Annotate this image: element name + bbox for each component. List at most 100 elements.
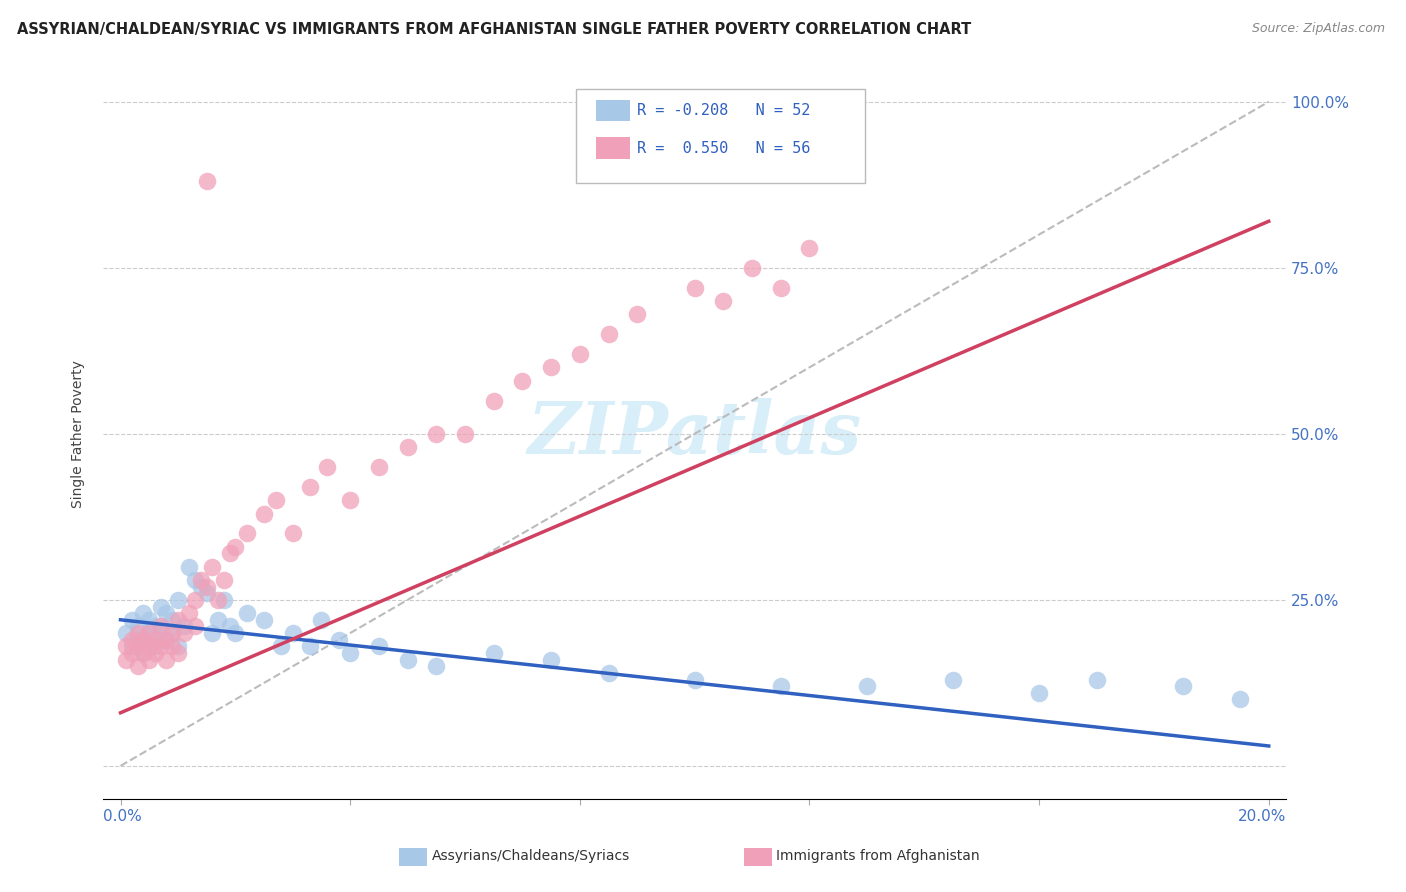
Point (769, 679, 792, 693)
Point (270, 640, 292, 654)
Point (184, 573, 207, 587)
Point (212, 573, 235, 587)
Text: ZIPatlas: ZIPatlas (527, 399, 862, 469)
Point (799, 241, 821, 255)
Point (155, 632, 177, 647)
Point (132, 606, 155, 620)
Point (281, 626, 304, 640)
Point (143, 640, 166, 654)
Point (1171, 679, 1194, 693)
Point (298, 480, 321, 494)
Text: Assyrians/Chaldeans/Syriacs: Assyrians/Chaldeans/Syriacs (432, 849, 630, 863)
Point (149, 619, 172, 633)
Point (218, 619, 240, 633)
Point (711, 293, 734, 308)
Point (201, 559, 224, 574)
Point (149, 626, 172, 640)
Point (121, 640, 143, 654)
Point (160, 626, 183, 640)
Point (236, 526, 259, 541)
Point (328, 632, 350, 647)
Text: ASSYRIAN/CHALDEAN/SYRIAC VS IMMIGRANTS FROM AFGHANISTAN SINGLE FATHER POVERTY CO: ASSYRIAN/CHALDEAN/SYRIAC VS IMMIGRANTS F… (17, 22, 972, 37)
Point (160, 613, 183, 627)
Point (367, 640, 389, 654)
Point (264, 493, 287, 508)
Point (683, 281, 706, 295)
Point (127, 640, 149, 654)
Point (1028, 686, 1050, 700)
Point (115, 653, 138, 667)
Point (236, 606, 259, 620)
Point (121, 613, 143, 627)
Point (568, 347, 591, 361)
Point (224, 626, 246, 640)
Point (173, 626, 195, 640)
Point (143, 646, 166, 660)
Point (316, 460, 339, 475)
Text: R = -0.208   N = 52: R = -0.208 N = 52 (637, 103, 810, 118)
Point (160, 640, 183, 654)
Point (132, 646, 155, 660)
Point (942, 673, 965, 687)
Point (121, 646, 143, 660)
Point (138, 653, 160, 667)
Point (138, 626, 160, 640)
Point (540, 360, 562, 375)
Point (155, 606, 177, 620)
Point (1085, 673, 1108, 687)
Point (683, 673, 706, 687)
Point (127, 619, 149, 633)
Point (184, 592, 207, 607)
Point (190, 580, 212, 594)
Point (482, 393, 505, 408)
Text: Immigrants from Afghanistan: Immigrants from Afghanistan (776, 849, 980, 863)
Point (132, 632, 155, 647)
Point (195, 586, 218, 600)
Point (540, 653, 562, 667)
Point (195, 580, 218, 594)
Point (482, 646, 505, 660)
Text: 20.0%: 20.0% (1237, 809, 1286, 824)
Point (132, 646, 155, 660)
Point (127, 632, 149, 647)
Point (138, 626, 160, 640)
Point (207, 592, 229, 607)
Point (598, 327, 620, 342)
Point (212, 592, 235, 607)
Point (167, 592, 190, 607)
Point (115, 626, 138, 640)
Point (425, 426, 447, 441)
Point (149, 640, 172, 654)
Point (339, 646, 361, 660)
Point (626, 307, 648, 321)
Point (143, 619, 166, 633)
Point (598, 665, 620, 680)
Point (253, 507, 276, 521)
Point (512, 374, 534, 388)
Point (149, 599, 172, 614)
Text: R =  0.550   N = 56: R = 0.550 N = 56 (637, 141, 810, 155)
Point (127, 659, 149, 673)
Point (339, 493, 361, 508)
Point (195, 174, 218, 188)
Point (184, 619, 207, 633)
Point (856, 679, 879, 693)
Point (167, 613, 190, 627)
Point (396, 440, 419, 454)
Point (138, 640, 160, 654)
Point (173, 619, 195, 633)
Point (155, 632, 177, 647)
Point (769, 281, 792, 295)
Point (253, 613, 276, 627)
Point (138, 632, 160, 647)
Point (1229, 692, 1251, 706)
Point (396, 653, 419, 667)
Point (160, 626, 183, 640)
Point (425, 659, 447, 673)
Point (115, 640, 138, 654)
Point (224, 540, 246, 554)
Point (367, 460, 389, 475)
Point (155, 653, 177, 667)
Point (127, 626, 149, 640)
Point (207, 613, 229, 627)
